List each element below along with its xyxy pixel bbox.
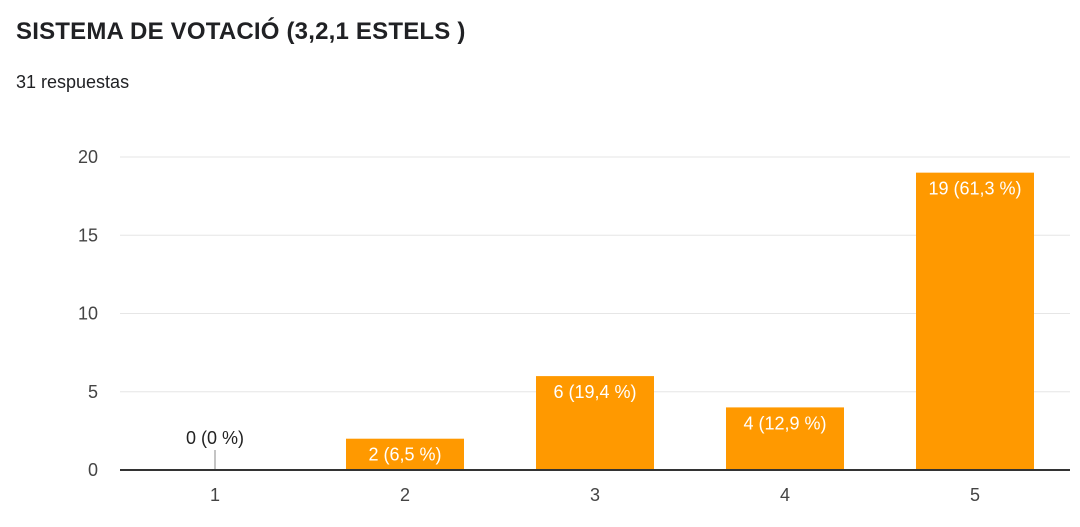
response-count: 31 respuestas [16,72,130,92]
data-label: 6 (19,4 %) [553,382,636,402]
data-label: 0 (0 %) [186,428,244,448]
y-tick-label: 20 [78,147,98,167]
y-tick-label: 15 [78,225,98,245]
x-tick-label: 3 [590,485,600,505]
x-tick-label: 5 [970,485,980,505]
y-tick-label: 5 [88,382,98,402]
y-tick-label: 10 [78,304,98,324]
y-tick-label: 0 [88,460,98,480]
bar [536,376,654,470]
x-tick-label: 2 [400,485,410,505]
page-title: SISTEMA DE VOTACIÓ (3,2,1 ESTELS ) [16,18,466,45]
x-tick-label: 1 [210,485,220,505]
bar [346,438,464,470]
data-label: 2 (6,5 %) [368,445,441,465]
data-label: 19 (61,3 %) [928,179,1021,199]
bar [726,407,844,470]
x-tick-label: 4 [780,485,790,505]
data-label: 4 (12,9 %) [743,413,826,433]
bar [916,172,1034,470]
